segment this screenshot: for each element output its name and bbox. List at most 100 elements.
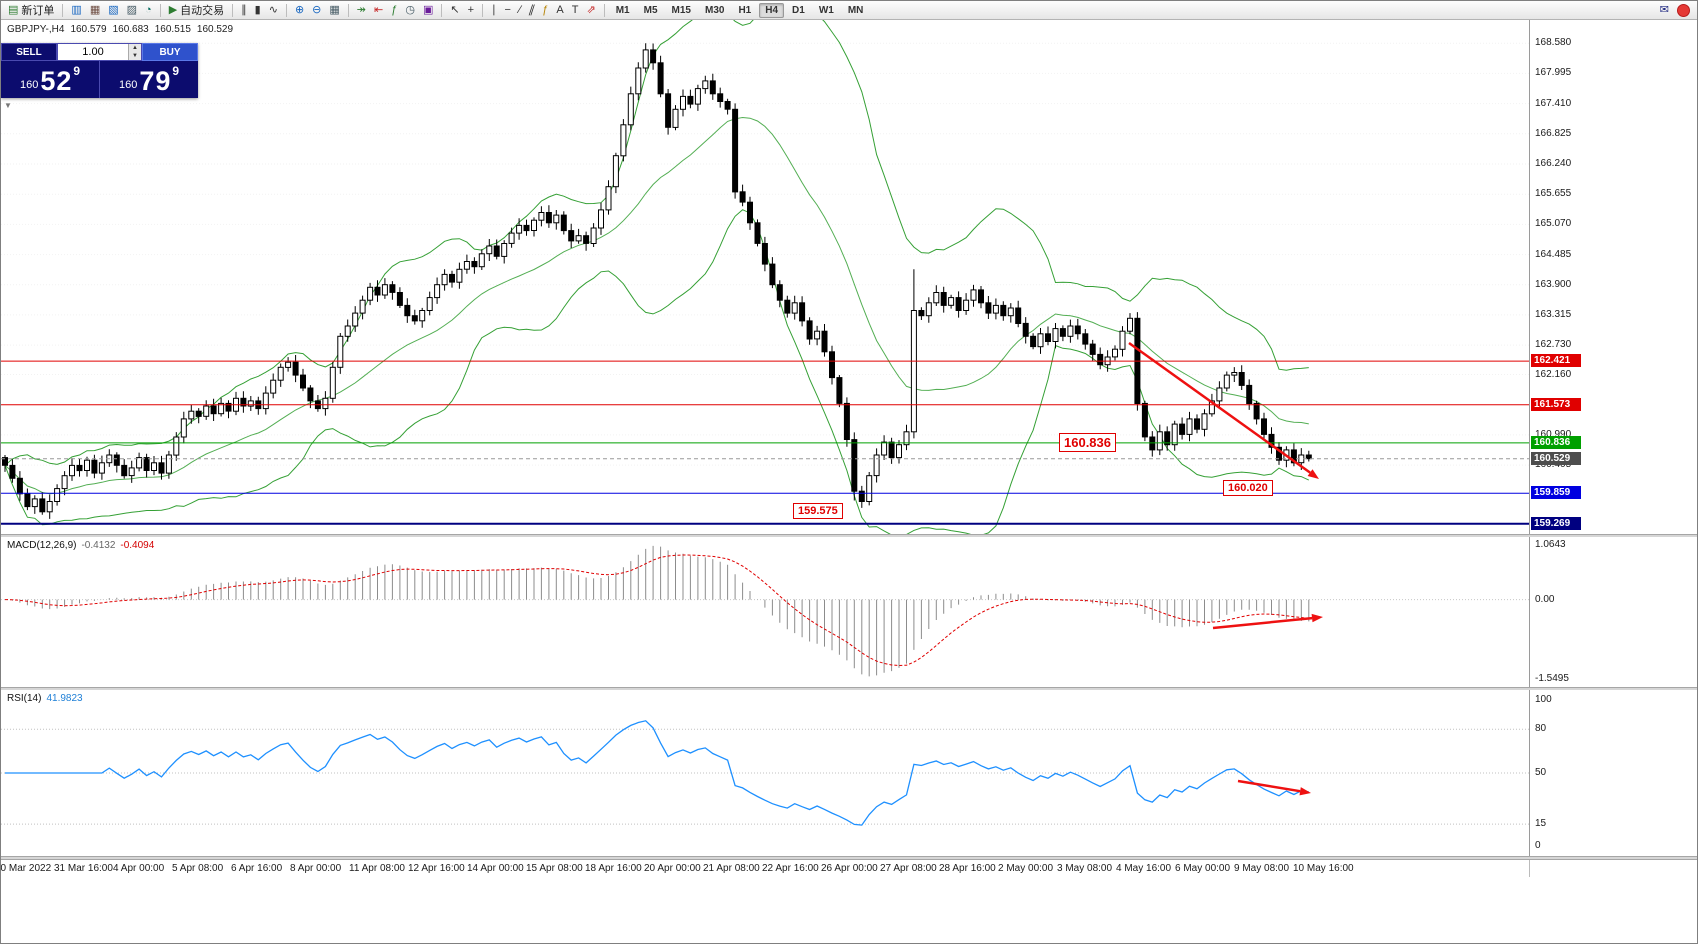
timeframe-h1-button[interactable]: H1 xyxy=(738,4,752,16)
arrows-icon[interactable]: ⇗ xyxy=(583,1,600,19)
timeframe-m1-button[interactable]: M1 xyxy=(615,4,630,16)
price-axis-tick: 160.990 xyxy=(1535,429,1572,440)
zoom-out-icon-glyph: ⊖ xyxy=(312,4,322,16)
trendline-icon[interactable]: ∕ xyxy=(515,1,525,19)
panel-splitter[interactable] xyxy=(1,534,1697,538)
data-window-icon-glyph: ▦ xyxy=(89,4,101,16)
market-watch-icon[interactable]: ▥ xyxy=(67,1,85,19)
macd-axis-tick: -1.5495 xyxy=(1535,673,1569,684)
auto-scroll-icon[interactable]: ↠ xyxy=(353,1,370,19)
macd-axis[interactable]: 1.0643 0.00 -1.5495 xyxy=(1529,537,1697,687)
volume-up-button[interactable]: ▲ xyxy=(129,44,141,52)
tile-windows-icon-glyph: ▦ xyxy=(329,4,340,16)
channel-icon-glyph: ∥ xyxy=(526,4,537,16)
time-axis-label: 15 Apr 08:00 xyxy=(526,863,583,874)
chat-icon[interactable]: ✉ xyxy=(1659,4,1669,16)
sell-button[interactable]: SELL xyxy=(1,43,57,61)
price-axis[interactable]: 168.580 167.995 167.410 166.825 166.240 165.6… xyxy=(1529,20,1697,534)
new-order-button[interactable]: ▤ 新订单 xyxy=(4,1,58,19)
price-note[interactable]: 159.575 xyxy=(793,503,843,519)
rsi-axis-tick: 80 xyxy=(1535,723,1547,734)
zoom-in-icon-glyph: ⊕ xyxy=(294,4,305,16)
strategy-tester-icon-glyph: ◔ xyxy=(145,4,152,16)
vertical-line-icon[interactable]: ∣ xyxy=(487,1,501,19)
timeframe-m15-button[interactable]: M15 xyxy=(671,4,691,16)
timeframe-mn-button[interactable]: MN xyxy=(847,4,864,16)
timeframe-m5-button[interactable]: M5 xyxy=(643,4,658,16)
notification-badge[interactable] xyxy=(1677,3,1690,17)
line-chart-icon[interactable]: ∿ xyxy=(265,1,282,19)
data-window-icon[interactable]: ▦ xyxy=(86,1,104,19)
buy-button[interactable]: BUY xyxy=(142,43,198,61)
crosshair-icon[interactable]: + xyxy=(464,1,478,19)
price-axis-tick: 163.900 xyxy=(1535,279,1572,290)
rsi-pane[interactable]: RSI(14) 41.9823 xyxy=(1,690,1529,856)
rsi-chart[interactable] xyxy=(1,690,1529,856)
zoom-in-icon[interactable]: ⊕ xyxy=(291,1,308,19)
panel-splitter[interactable] xyxy=(1,687,1697,691)
volume-down-button[interactable]: ▼ xyxy=(129,52,141,60)
zoom-out-icon[interactable]: ⊖ xyxy=(308,1,325,19)
chart-symbol-period: GBPJPY-,H4 xyxy=(7,24,65,35)
horizontal-line-icon[interactable]: − xyxy=(501,1,515,19)
main-chart-pane[interactable]: GBPJPY-,H4 160.579 160.683 160.515 160.529 S… xyxy=(1,20,1529,534)
price-note[interactable]: 160.836 xyxy=(1059,433,1116,452)
time-axis-label: 6 May 00:00 xyxy=(1175,863,1231,874)
autotrading-glyph: ▶ xyxy=(168,4,178,16)
price-axis-tick: 165.070 xyxy=(1535,218,1572,229)
panel-splitter[interactable] xyxy=(1,856,1697,860)
timeframe-w1-button[interactable]: W1 xyxy=(818,4,834,16)
fibonacci-icon[interactable]: ƒ xyxy=(538,1,552,19)
cursor-icon[interactable]: ↖ xyxy=(446,1,463,19)
terminal-icon[interactable]: ▨ xyxy=(123,1,141,19)
tile-windows-icon[interactable]: ▦ xyxy=(325,1,343,19)
level-price-badge: 159.859 xyxy=(1531,486,1581,499)
volume-stepper[interactable]: 1.00 ▲ ▼ xyxy=(57,43,142,61)
level-price-badge: 160.836 xyxy=(1531,436,1581,449)
timeframe-d1-button[interactable]: D1 xyxy=(792,4,805,16)
rsi-axis[interactable]: 100 80 50 15 0 xyxy=(1529,690,1697,856)
trade-panel-collapse-button[interactable]: ▼ xyxy=(4,101,12,110)
toolbar-separator xyxy=(232,3,234,17)
channel-icon[interactable]: ∥ xyxy=(525,1,539,19)
time-axis-label: 26 Apr 00:00 xyxy=(821,863,878,874)
time-axis-label: 5 Apr 08:00 xyxy=(172,863,224,874)
timeframe-m30-button[interactable]: M30 xyxy=(704,4,725,16)
line-chart-icon-glyph: ∿ xyxy=(268,4,278,16)
auto-scroll-icon-glyph: ↠ xyxy=(356,4,366,16)
bollinger-lower-band xyxy=(4,209,1310,534)
time-axis-label: 11 Apr 08:00 xyxy=(349,863,405,874)
macd-chart[interactable] xyxy=(1,537,1529,687)
chart-ohlc-header: GBPJPY-,H4 160.579 160.683 160.515 160.529 xyxy=(7,24,239,35)
label-icon[interactable]: T xyxy=(568,1,583,19)
autotrading-button[interactable]: ▶ 自动交易 xyxy=(165,1,228,19)
candlestick-chart-icon[interactable]: ▮ xyxy=(251,1,265,19)
strategy-tester-icon[interactable]: ◔ xyxy=(141,1,156,19)
timeframe-h4-button[interactable]: H4 xyxy=(759,2,785,18)
time-axis-label: 14 Apr 00:00 xyxy=(467,863,524,874)
price-axis-tick: 165.655 xyxy=(1535,188,1572,199)
label-icon-glyph: T xyxy=(571,4,579,16)
time-axis-label: 28 Apr 16:00 xyxy=(939,863,996,874)
price-note[interactable]: 160.020 xyxy=(1223,480,1273,496)
text-icon[interactable]: A xyxy=(552,1,567,19)
price-axis-tick: 163.315 xyxy=(1535,309,1572,320)
price-axis-tick: 162.730 xyxy=(1535,339,1572,350)
macd-histogram xyxy=(11,545,1310,677)
one-click-trading-panel[interactable]: SELL 1.00 ▲ ▼ BUY 160 52 9 160 79 9 xyxy=(1,43,198,98)
volume-input[interactable]: 1.00 xyxy=(82,46,104,58)
crosshair-icon-glyph: + xyxy=(467,4,475,16)
templates-icon-glyph: ▣ xyxy=(422,4,434,16)
navigator-icon[interactable]: ▧ xyxy=(104,1,122,19)
chart-shift-icon[interactable]: ⇤ xyxy=(370,1,387,19)
macd-pane[interactable]: MACD(12,26,9) -0.4132 -0.4094 xyxy=(1,537,1529,687)
indicators-icon[interactable]: ƒ xyxy=(387,1,401,19)
periods-icon[interactable]: ◷ xyxy=(401,1,419,19)
current-price-badge: 160.529 xyxy=(1531,452,1581,465)
new-order-button-label: 新订单 xyxy=(21,5,55,17)
templates-icon[interactable]: ▣ xyxy=(419,1,437,19)
time-axis[interactable]: 30 Mar 2022 31 Mar 16:00 4 Apr 00:00 5 Apr … xyxy=(1,859,1697,878)
bar-chart-icon[interactable]: ∥ xyxy=(237,1,251,19)
price-axis-tick: 166.825 xyxy=(1535,128,1572,139)
candlestick-chart[interactable] xyxy=(1,20,1529,534)
